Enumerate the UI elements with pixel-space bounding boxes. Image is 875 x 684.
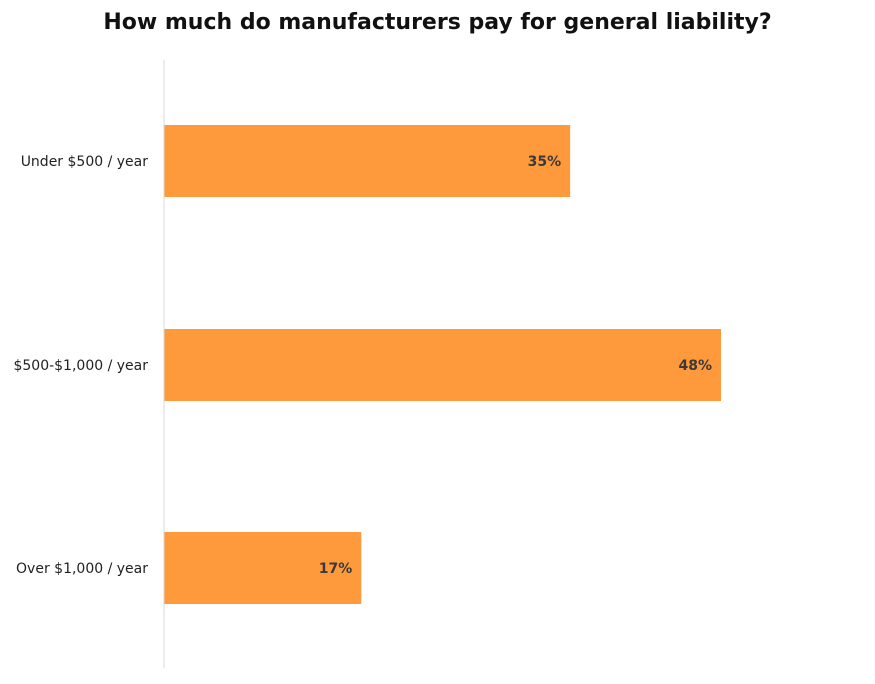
bar-0 xyxy=(164,125,571,197)
data-label-0: 35% xyxy=(528,154,562,170)
category-label-0: Under $500 / year xyxy=(21,154,149,170)
bars-layer xyxy=(164,125,721,604)
labels-layer: Under $500 / year 35% $500-$1,000 / year 48… xyxy=(13,154,712,577)
bar-2 xyxy=(164,532,362,604)
chart-title: How much do manufacturers pay for genera… xyxy=(103,10,772,35)
category-label-1: $500-$1,000 / year xyxy=(13,358,148,374)
category-label-2: Over $1,000 / year xyxy=(16,561,148,577)
data-label-1: 48% xyxy=(678,358,712,374)
data-label-2: 17% xyxy=(319,561,353,577)
bar-1 xyxy=(164,329,721,401)
